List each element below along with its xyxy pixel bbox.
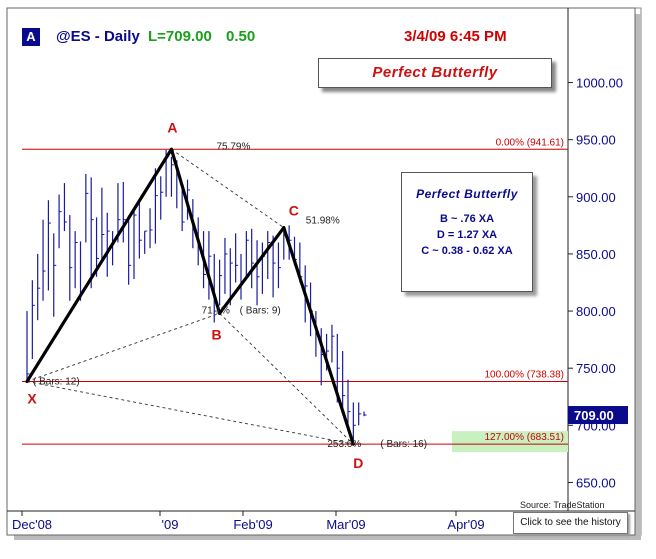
pattern-annotation: 51.98% bbox=[306, 216, 340, 227]
pattern-legend-box: Perfect Butterfly B ~ .76 XA D = 1.27 XA… bbox=[401, 172, 533, 292]
source-label: Source: TradeStation bbox=[520, 500, 605, 510]
pattern-point-label: A bbox=[167, 119, 177, 135]
symbol-label: @ES - Daily bbox=[56, 28, 140, 45]
ratio-dashed-line bbox=[26, 381, 354, 445]
legend-line: C ~ 0.38 - 0.62 XA bbox=[421, 245, 513, 257]
pattern-leg-line bbox=[169, 147, 222, 315]
pattern-point-label: X bbox=[27, 390, 37, 406]
pattern-annotation: ( Bars: 9) bbox=[240, 305, 281, 316]
x-tick-label: '09 bbox=[162, 517, 179, 532]
y-tick-label: 1000.00 bbox=[576, 76, 623, 91]
pattern-leg-line bbox=[25, 147, 174, 384]
extension-zone bbox=[452, 431, 568, 453]
x-tick-label: Apr'09 bbox=[447, 517, 484, 532]
level-label: 127.00% (683.51) bbox=[484, 432, 564, 443]
x-tick-label: Mar'09 bbox=[326, 517, 365, 532]
y-tick-label: 900.00 bbox=[576, 190, 616, 205]
pattern-annotation: 71.1% bbox=[202, 305, 230, 316]
ratio-dashed-line bbox=[171, 148, 285, 229]
level-label: 100.00% (738.38) bbox=[484, 369, 564, 380]
x-tick-label: Dec'08 bbox=[12, 517, 52, 532]
last-price-tag bbox=[568, 406, 628, 425]
net-change-label: 0.50 bbox=[226, 28, 256, 45]
pattern-point-label: B bbox=[212, 326, 222, 342]
pattern-leg-line bbox=[282, 226, 355, 446]
history-button[interactable]: Click to see the history bbox=[513, 512, 628, 534]
legend-line: D = 1.27 XA bbox=[436, 229, 498, 241]
pattern-annotation: ( Bars: 16) bbox=[380, 439, 427, 450]
last-price-tag-label: 709.00 bbox=[574, 408, 614, 423]
level-label: 0.00% (941.61) bbox=[496, 137, 564, 148]
y-tick-label: 800.00 bbox=[576, 304, 616, 319]
x-tick-label: Feb'09 bbox=[233, 517, 272, 532]
legend-line: B ~ .76 XA bbox=[439, 213, 495, 225]
y-tick-label: 850.00 bbox=[576, 247, 616, 262]
legend-title: Perfect Butterfly bbox=[416, 187, 518, 201]
last-price-label: L=709.00 bbox=[148, 28, 212, 45]
chart-title-box: Perfect Butterfly bbox=[318, 58, 552, 88]
ratio-dashed-line bbox=[26, 312, 220, 382]
datetime-label: 3/4/09 6:45 PM bbox=[404, 28, 507, 45]
pattern-point-label: C bbox=[289, 203, 299, 219]
pattern-annotation: 75.79% bbox=[216, 141, 250, 152]
price-plot: 0.00% (941.61) 100.00% (738.38) 127.00% (6… bbox=[7, 8, 635, 532]
symbol-badge[interactable]: A bbox=[22, 28, 40, 46]
ratio-dashed-line bbox=[219, 313, 354, 445]
y-tick-label: 650.00 bbox=[576, 475, 616, 490]
pattern-annotation: 253.6% bbox=[327, 439, 361, 450]
pattern-annotation: ( Bars: 12) bbox=[33, 376, 80, 387]
pattern-leg-line bbox=[218, 226, 286, 315]
pattern-point-label: D bbox=[353, 455, 363, 471]
y-tick-label: 950.00 bbox=[576, 133, 616, 148]
y-tick-label: 750.00 bbox=[576, 361, 616, 376]
